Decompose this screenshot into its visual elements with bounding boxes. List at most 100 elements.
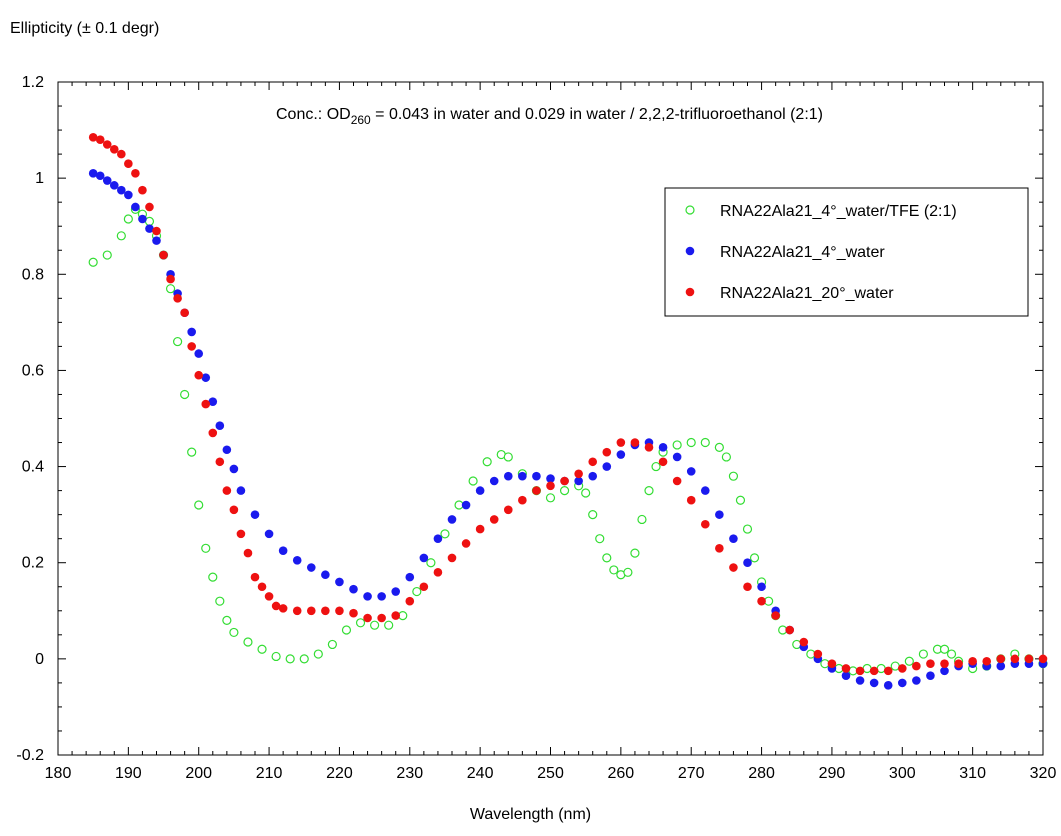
data-point	[285, 654, 295, 664]
data-point	[475, 524, 485, 534]
x-tick-label: 310	[959, 765, 986, 782]
y-tick-label: 0.2	[22, 555, 44, 572]
data-point	[616, 438, 626, 447]
data-point	[588, 510, 598, 520]
annotation-subscript: 260	[351, 113, 371, 127]
data-point	[377, 613, 386, 623]
data-point	[215, 421, 225, 431]
legend-label: RNA22Ala21_4°_water	[720, 244, 885, 261]
data-point	[341, 625, 352, 635]
data-point	[461, 500, 471, 510]
data-point	[581, 488, 591, 498]
data-point	[292, 606, 302, 616]
data-point	[672, 440, 682, 450]
data-point	[321, 606, 330, 616]
data-point	[721, 452, 731, 462]
data-point	[173, 336, 183, 347]
data-point	[109, 181, 119, 190]
legend-marker	[685, 205, 695, 215]
data-point	[729, 534, 738, 543]
data-point	[145, 202, 154, 212]
data-point	[391, 587, 401, 596]
data-point	[335, 606, 344, 616]
data-point	[419, 553, 429, 563]
data-point	[912, 676, 921, 685]
data-point	[243, 548, 253, 558]
data-point	[102, 176, 112, 185]
data-point	[102, 140, 112, 149]
data-point	[595, 534, 605, 544]
x-tick-label: 220	[326, 765, 353, 782]
data-point	[686, 437, 696, 448]
data-point	[651, 461, 661, 472]
data-point	[735, 495, 746, 505]
data-point	[187, 342, 196, 351]
data-point	[124, 190, 133, 200]
data-point	[102, 250, 112, 260]
data-point	[335, 577, 344, 587]
data-point	[194, 500, 204, 510]
data-point	[236, 486, 246, 495]
data-point	[749, 553, 760, 563]
data-point	[88, 169, 98, 178]
data-point	[532, 471, 541, 481]
data-point	[215, 457, 225, 467]
data-point	[757, 596, 766, 606]
data-point	[412, 586, 422, 597]
data-point	[461, 539, 471, 548]
data-point	[201, 399, 211, 409]
y-tick-label: 0.8	[22, 266, 44, 283]
data-point	[742, 524, 753, 534]
x-tick-label: 230	[396, 765, 423, 782]
y-tick-label: 1.2	[22, 74, 44, 91]
data-point	[123, 214, 133, 224]
x-tick-label: 190	[115, 765, 142, 782]
legend-label: RNA22Ala21_20°_water	[720, 285, 894, 302]
data-point	[700, 519, 710, 529]
data-point	[883, 680, 893, 690]
data-point	[602, 553, 612, 563]
data-point	[602, 462, 612, 471]
data-point	[644, 443, 654, 452]
x-tick-label: 210	[256, 765, 283, 782]
data-point	[715, 510, 724, 519]
y-tick-label: -0.2	[16, 747, 44, 764]
data-point	[827, 659, 837, 668]
data-point	[630, 438, 640, 447]
data-point	[370, 620, 380, 630]
concentration-annotation: Conc.: OD260 = 0.043 in water and 0.029 …	[276, 106, 823, 127]
data-point	[95, 135, 105, 144]
annotation-prefix: Conc.: OD	[276, 106, 351, 123]
data-point	[897, 678, 907, 688]
data-point	[187, 447, 197, 457]
data-point	[229, 464, 239, 474]
data-point	[503, 452, 513, 462]
data-point	[813, 649, 823, 659]
data-point	[257, 582, 267, 592]
data-point	[159, 250, 168, 260]
data-point	[208, 428, 218, 438]
data-point	[489, 515, 499, 524]
x-tick-label: 200	[185, 765, 212, 782]
data-point	[306, 606, 316, 616]
data-point	[799, 637, 809, 647]
data-point	[264, 529, 274, 539]
data-point	[194, 370, 204, 380]
data-point	[855, 666, 865, 676]
data-point	[574, 476, 583, 486]
data-point	[222, 615, 232, 626]
data-point	[377, 592, 386, 601]
data-point	[349, 584, 358, 594]
data-point	[996, 661, 1006, 671]
data-point	[545, 493, 556, 503]
data-point	[166, 274, 175, 284]
data-point	[229, 627, 239, 638]
data-point	[257, 644, 267, 654]
data-point	[532, 486, 541, 495]
x-tick-label: 320	[1030, 765, 1057, 782]
data-point	[904, 656, 914, 666]
data-point	[883, 666, 893, 676]
data-point	[131, 169, 140, 178]
data-point	[743, 582, 752, 592]
data-point	[109, 145, 119, 154]
